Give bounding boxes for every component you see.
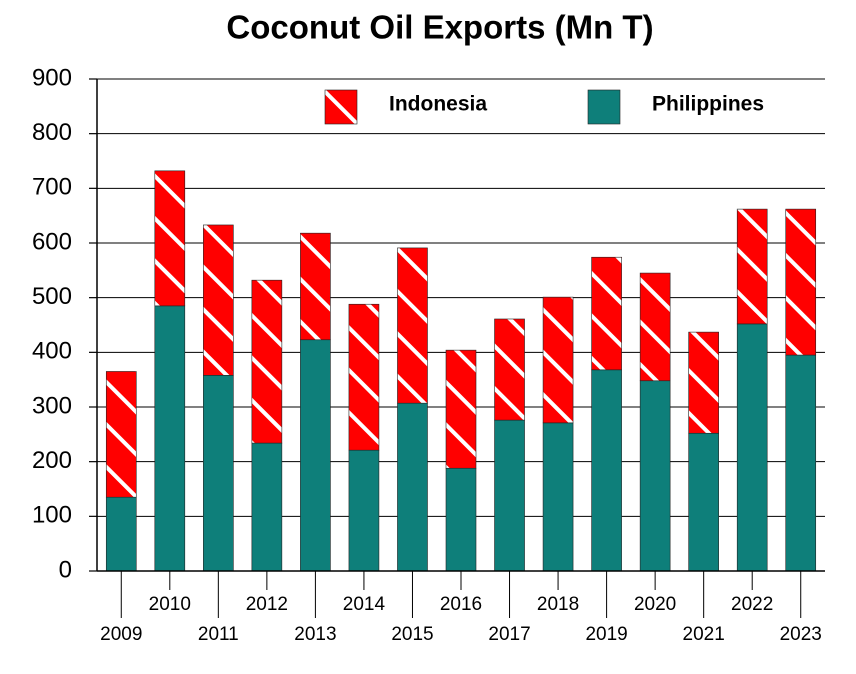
x-tick-label: 2021 [683, 624, 725, 645]
y-tick-label: 600 [32, 228, 72, 255]
bar-segment [591, 256, 622, 371]
y-tick-label: 800 [32, 119, 72, 146]
bar-segment [348, 303, 380, 451]
bar-segment [542, 422, 574, 572]
bar-segment [494, 419, 525, 572]
x-tick-label: 2022 [731, 594, 773, 615]
x-tick-label: 2016 [440, 594, 482, 615]
bar-segment [154, 305, 186, 572]
bar-segment [397, 247, 428, 404]
bar-segment [251, 279, 283, 444]
bar-segment [105, 371, 137, 498]
x-tick-label: 2019 [585, 624, 627, 645]
bar-segment [591, 369, 622, 572]
x-tick-label: 2018 [537, 594, 579, 615]
bar-segment [251, 442, 283, 572]
legend-swatch [587, 89, 621, 125]
bar-segment [639, 272, 671, 382]
y-tick-label: 0 [59, 556, 72, 583]
bar-segment [736, 208, 768, 325]
bar-segment [736, 323, 768, 572]
y-tick-label: 500 [32, 283, 72, 310]
x-tick-label: 2014 [343, 594, 386, 615]
y-tick-label: 700 [32, 174, 72, 201]
x-tick-label: 2009 [100, 624, 142, 645]
bar-segment [300, 232, 331, 341]
bar-segment [785, 208, 817, 356]
bar-segment [397, 402, 428, 572]
chart-title: Coconut Oil Exports (Mn T) [226, 9, 653, 46]
bar-segment [445, 467, 477, 572]
x-tick-label: 2010 [149, 594, 191, 615]
legend-label: Philippines [652, 93, 764, 116]
bar-segment [542, 296, 574, 424]
bar-segment [639, 380, 671, 572]
x-tick-label: 2013 [294, 624, 336, 645]
y-tick-label: 100 [32, 502, 72, 529]
x-tick-label: 2011 [198, 624, 239, 645]
x-tick-label: 2015 [391, 624, 433, 645]
y-tick-label: 400 [32, 338, 72, 365]
x-tick-label: 2017 [488, 624, 530, 645]
bar-segment [688, 432, 719, 572]
x-tick-label: 2023 [780, 624, 822, 645]
bar-segment [154, 170, 186, 307]
bar-segment [105, 496, 137, 572]
x-tick-label: 2012 [246, 594, 288, 615]
bar-segment [494, 318, 525, 421]
legend-swatch [324, 89, 358, 125]
bar-segment [348, 449, 380, 572]
bar-segment [445, 349, 477, 469]
x-tick-label: 2020 [634, 594, 676, 615]
bar-segment [688, 331, 719, 434]
y-tick-label: 300 [32, 392, 72, 419]
bar-segment [300, 339, 331, 572]
y-tick-label: 900 [32, 64, 72, 91]
legend-label: Indonesia [389, 93, 487, 116]
bar-segment [785, 354, 817, 572]
bar-segment [203, 374, 234, 572]
bar-segment [203, 224, 234, 376]
y-tick-label: 200 [32, 447, 72, 474]
